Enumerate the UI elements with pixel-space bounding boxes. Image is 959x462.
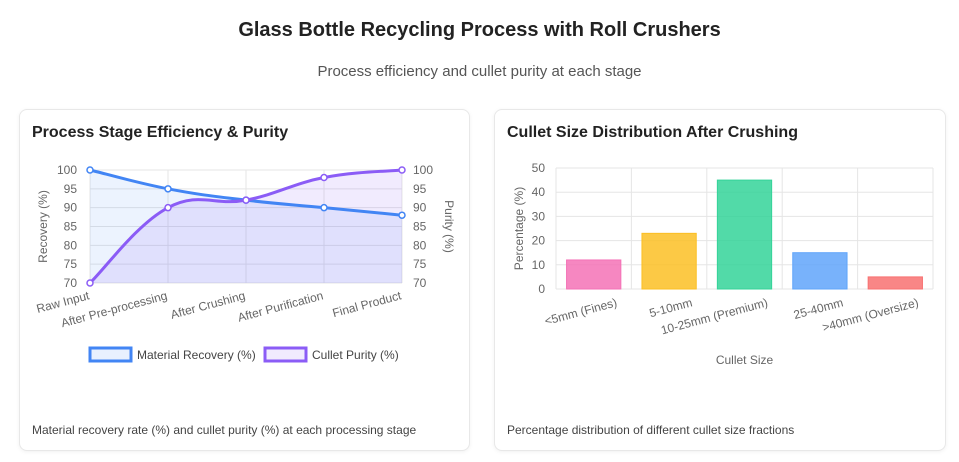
y-tick-label: 95 [64,182,78,196]
x-tick-label: <5mm (Fines) [543,295,618,328]
y2-tick-label: 85 [413,220,427,234]
legend-label-recovery: Material Recovery (%) [137,348,256,362]
data-point-purity [320,173,328,182]
bar [641,232,697,290]
data-point-recovery [398,211,406,219]
x-axis-title: Cullet Size [716,353,774,367]
x-tick-label: After Crushing [169,288,247,321]
y2-tick-label: 100 [413,163,433,177]
y2-tick-label: 75 [413,257,427,271]
page-title: Glass Bottle Recycling Process with Roll… [238,19,721,41]
y-tick-label: 90 [64,201,78,215]
y-tick-label: 30 [532,209,546,223]
y-axis-title: Recovery (%) [36,190,50,263]
series-area-purity [90,170,402,283]
data-point-recovery [164,185,172,193]
bar [716,179,773,290]
bar [867,276,923,290]
cullet-chart-caption: Percentage distribution of different cul… [507,423,795,437]
y2-tick-label: 80 [413,238,427,252]
efficiency-chart-title: Process Stage Efficiency & Purity [32,124,289,141]
efficiency-chart-caption: Material recovery rate (%) and cullet pu… [32,423,417,437]
legend-swatch-purity [263,346,308,363]
cullet-chart-title: Cullet Size Distribution After Crushing [507,124,798,141]
series-area-recovery [90,170,402,283]
efficiency-chart-card: Process Stage Efficiency & Purity 70 70 75… [19,109,470,451]
x-tick-label: Final Product [331,288,404,320]
page-subtitle: Process efficiency and cullet purity at … [317,63,642,80]
bar [566,259,622,290]
y2-axis-title: Purity (%) [442,200,456,253]
legend-label-purity: Cullet Purity (%) [312,348,399,362]
y-tick-label: 85 [64,220,78,234]
data-point-recovery [86,166,94,174]
cullet-chart-card: Cullet Size Distribution After Crushing … [494,109,946,451]
y2-tick-label: 70 [413,276,427,290]
y-tick-label: 20 [532,234,546,248]
y-tick-label: 40 [532,185,546,199]
y-axis-title: Percentage (%) [512,187,526,270]
y-tick-label: 100 [57,163,77,177]
data-point-purity [164,203,172,212]
y2-tick-label: 95 [413,182,427,196]
y-tick-label: 0 [538,282,545,296]
y-tick-label: 50 [532,161,546,175]
legend-swatch-recovery [88,346,133,363]
data-point-recovery [320,203,328,212]
y-tick-label: 70 [64,276,78,290]
data-point-purity [86,279,94,287]
y-tick-label: 10 [532,258,546,272]
y-tick-label: 80 [64,238,78,252]
data-point-purity [242,196,250,204]
y-tick-label: 75 [64,257,78,271]
x-tick-label: After Purification [236,288,325,324]
y2-tick-label: 90 [413,201,427,215]
bar [792,252,848,290]
data-point-purity [398,166,406,174]
